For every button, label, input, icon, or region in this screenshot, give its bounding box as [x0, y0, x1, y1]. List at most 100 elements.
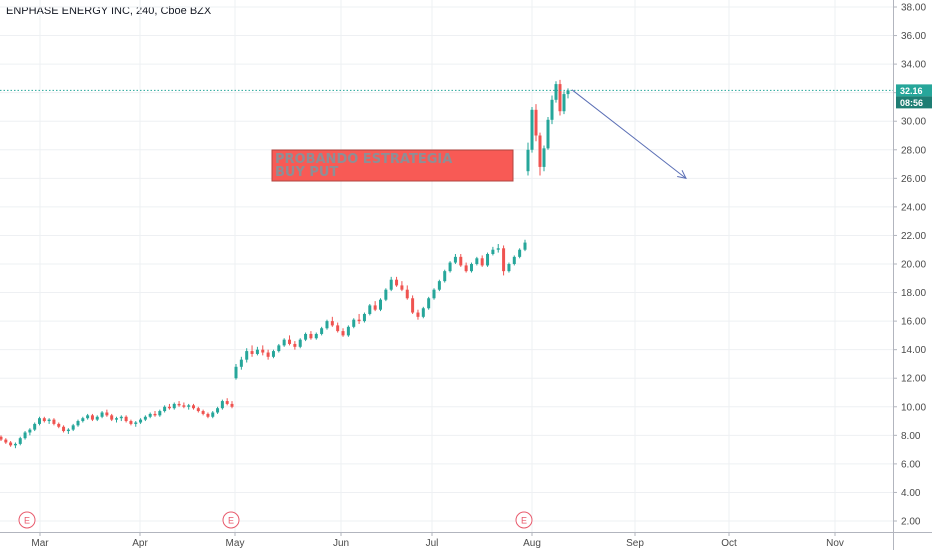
candle[interactable]: [469, 262, 473, 273]
candle[interactable]: [124, 415, 128, 423]
candle[interactable]: [459, 254, 463, 267]
candle[interactable]: [512, 255, 516, 266]
candle[interactable]: [325, 319, 329, 330]
candle[interactable]: [507, 262, 511, 273]
candle[interactable]: [206, 412, 210, 419]
candle[interactable]: [542, 145, 546, 172]
candle[interactable]: [134, 421, 138, 427]
candle[interactable]: [293, 341, 297, 350]
candle[interactable]: [464, 262, 468, 273]
candle[interactable]: [346, 325, 350, 337]
candle[interactable]: [177, 401, 181, 407]
candle[interactable]: [277, 343, 281, 353]
candle[interactable]: [443, 269, 447, 283]
candle[interactable]: [95, 415, 99, 422]
earnings-marker[interactable]: E: [222, 511, 240, 529]
candle[interactable]: [105, 409, 109, 417]
candle[interactable]: [90, 413, 94, 422]
candle[interactable]: [187, 403, 191, 410]
candle[interactable]: [389, 276, 393, 292]
candle[interactable]: [239, 356, 243, 370]
candle[interactable]: [523, 239, 527, 252]
candle[interactable]: [357, 313, 361, 324]
candle[interactable]: [480, 255, 484, 267]
candle[interactable]: [530, 106, 534, 153]
candle[interactable]: [129, 419, 133, 426]
candle[interactable]: [143, 415, 147, 422]
candle[interactable]: [115, 416, 118, 423]
candle[interactable]: [341, 328, 345, 337]
candle[interactable]: [416, 309, 420, 320]
candle[interactable]: [421, 306, 425, 319]
candle[interactable]: [110, 413, 114, 422]
candle[interactable]: [57, 422, 61, 429]
candle[interactable]: [320, 326, 324, 336]
candle[interactable]: [411, 295, 415, 314]
candle[interactable]: [475, 256, 479, 266]
candle[interactable]: [282, 338, 286, 347]
candle[interactable]: [562, 91, 566, 115]
candle[interactable]: [71, 423, 75, 432]
candle[interactable]: [309, 331, 313, 340]
candle[interactable]: [400, 281, 404, 292]
candle[interactable]: [163, 405, 167, 413]
candle[interactable]: [139, 418, 143, 424]
candle[interactable]: [491, 246, 495, 256]
candle[interactable]: [86, 413, 90, 420]
candle[interactable]: [373, 301, 377, 312]
candle[interactable]: [558, 79, 562, 116]
candle[interactable]: [534, 104, 538, 142]
candle[interactable]: [38, 416, 41, 426]
candle[interactable]: [554, 81, 558, 103]
candle[interactable]: [9, 441, 13, 447]
candle[interactable]: [336, 322, 340, 333]
candle[interactable]: [225, 398, 229, 406]
earnings-marker[interactable]: E: [515, 511, 533, 529]
candle[interactable]: [220, 399, 224, 410]
candle[interactable]: [538, 132, 542, 176]
candle[interactable]: [432, 288, 436, 300]
candle[interactable]: [384, 288, 388, 302]
candle[interactable]: [23, 431, 27, 440]
candle[interactable]: [496, 244, 500, 253]
candle[interactable]: [66, 428, 70, 434]
candle[interactable]: [453, 254, 457, 264]
candle[interactable]: [196, 406, 200, 413]
candle[interactable]: [28, 428, 32, 436]
candle[interactable]: [42, 416, 46, 423]
candle[interactable]: [255, 346, 259, 356]
candle[interactable]: [546, 116, 550, 150]
candle[interactable]: [52, 418, 56, 426]
candle[interactable]: [192, 403, 195, 410]
candle[interactable]: [550, 95, 554, 125]
candle[interactable]: [0, 435, 3, 442]
candle[interactable]: [427, 296, 431, 310]
candle[interactable]: [234, 363, 238, 380]
candle[interactable]: [314, 332, 318, 340]
candle[interactable]: [379, 298, 382, 312]
candle[interactable]: [250, 345, 254, 357]
candle[interactable]: [148, 412, 152, 419]
candle[interactable]: [211, 411, 215, 419]
candle[interactable]: [201, 409, 205, 416]
candle[interactable]: [4, 438, 8, 444]
candle[interactable]: [368, 303, 372, 316]
candle[interactable]: [362, 312, 366, 323]
candle[interactable]: [62, 425, 66, 433]
candle[interactable]: [18, 436, 22, 446]
candle[interactable]: [153, 411, 157, 417]
candle[interactable]: [81, 416, 85, 423]
candle[interactable]: [167, 403, 171, 410]
candle[interactable]: [119, 415, 123, 422]
candle[interactable]: [288, 335, 292, 346]
candle[interactable]: [486, 252, 490, 267]
candle[interactable]: [395, 276, 399, 287]
candle[interactable]: [352, 318, 356, 329]
candle[interactable]: [526, 142, 530, 176]
candle[interactable]: [330, 316, 334, 327]
candle[interactable]: [518, 248, 522, 259]
candle[interactable]: [261, 345, 265, 356]
